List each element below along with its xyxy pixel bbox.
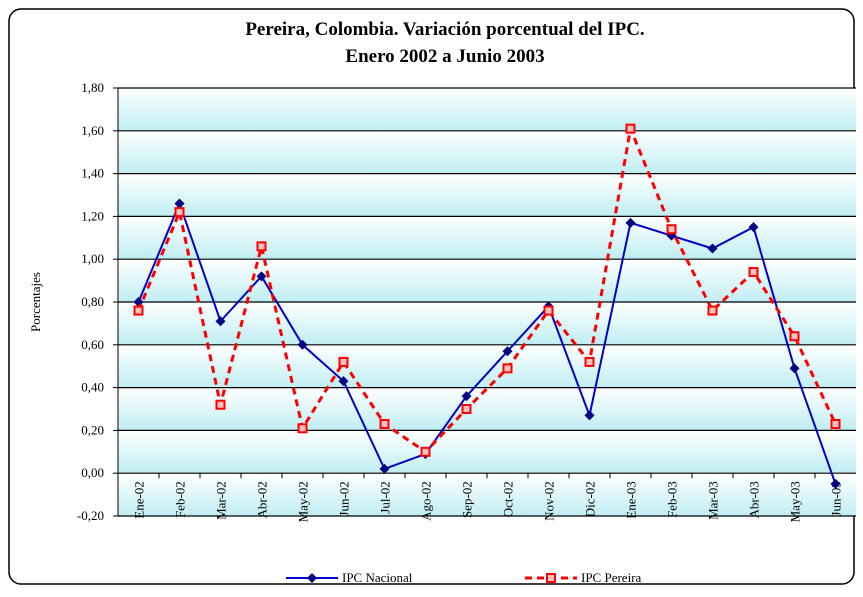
plot-band — [118, 344, 856, 388]
data-point — [789, 331, 800, 342]
y-tick-label: 1,60 — [81, 123, 104, 138]
data-point — [256, 241, 267, 252]
data-point — [830, 478, 841, 489]
plot-band — [118, 173, 856, 217]
data-point — [543, 305, 554, 316]
legend-marker — [546, 573, 556, 583]
x-tick-label: Sep-02 — [460, 481, 475, 518]
x-tick-label: Mar-02 — [214, 481, 229, 520]
data-point — [174, 198, 185, 209]
y-tick-label: 0,00 — [81, 465, 104, 480]
data-point — [502, 363, 513, 374]
plot-band — [118, 387, 856, 431]
data-point — [256, 271, 267, 282]
data-point — [133, 305, 144, 316]
data-point — [584, 356, 595, 367]
plot-band — [118, 130, 856, 174]
data-point — [174, 207, 185, 218]
data-point — [297, 423, 308, 434]
data-point — [338, 376, 349, 387]
y-tick-label: 0,80 — [81, 294, 104, 309]
x-tick-label: Feb-03 — [665, 481, 680, 518]
x-tick-label: Oct-02 — [501, 481, 516, 517]
x-tick-label: Jun-02 — [337, 481, 352, 516]
x-tick-label: May-02 — [296, 481, 311, 522]
data-point — [748, 267, 759, 278]
plot-band — [118, 216, 856, 260]
y-tick-label: -0,20 — [77, 508, 104, 523]
x-tick-label: Feb-02 — [173, 481, 188, 518]
y-tick-label: 1,00 — [81, 251, 104, 266]
data-point — [461, 404, 472, 414]
y-axis-label: Porcentajes — [28, 272, 43, 332]
data-point — [707, 305, 718, 316]
plot-band — [118, 430, 856, 474]
x-tick-label: Ene-03 — [624, 481, 639, 519]
data-point — [215, 399, 226, 410]
plot-band — [118, 302, 856, 345]
x-tick-label: Abr-02 — [255, 481, 270, 518]
x-tick-label: Jun-03 — [829, 481, 844, 516]
plot-band — [118, 259, 856, 302]
series-line — [137, 200, 837, 485]
data-point — [502, 346, 513, 357]
data-point — [379, 418, 390, 429]
y-tick-label: 1,20 — [81, 208, 104, 223]
x-tick-label: Ene-02 — [132, 481, 147, 519]
chart-subtitle: Enero 2002 a Junio 2003 — [345, 46, 544, 67]
data-point — [707, 243, 718, 254]
x-tick-label: Mar-03 — [706, 481, 721, 520]
chart-title: Pereira, Colombia. Variación porcentual … — [245, 19, 644, 40]
data-point — [461, 391, 472, 402]
y-tick-label: 0,20 — [81, 422, 104, 437]
x-tick-label: Dic-02 — [583, 481, 598, 517]
data-point — [748, 222, 759, 233]
data-point — [625, 123, 636, 134]
x-tick-label: Nov-02 — [542, 481, 557, 521]
y-tick-label: 1,40 — [81, 166, 104, 181]
plot-band — [118, 473, 856, 516]
x-tick-label: Abr-03 — [747, 481, 762, 518]
y-tick-label: 0,60 — [81, 337, 104, 352]
x-tick-label: Ago-02 — [419, 481, 434, 521]
data-point — [297, 339, 308, 350]
data-point — [379, 463, 390, 474]
y-tick-label: 1,80 — [81, 80, 104, 95]
data-point — [830, 418, 841, 429]
data-point — [338, 356, 349, 367]
y-tick-label: 0,40 — [81, 380, 104, 395]
data-point — [666, 224, 677, 235]
x-tick-label: Jul-02 — [378, 481, 393, 514]
series-line — [137, 123, 837, 454]
legend-label: IPC Nacional — [342, 570, 413, 585]
data-point — [625, 217, 636, 228]
legend-marker — [307, 573, 317, 583]
legend-label: IPC Pereira — [581, 570, 642, 585]
data-point — [584, 410, 595, 421]
data-point — [420, 446, 431, 457]
data-point — [789, 363, 800, 374]
x-tick-label: May-03 — [788, 481, 803, 522]
data-point — [215, 316, 226, 327]
plot-band — [118, 88, 856, 131]
